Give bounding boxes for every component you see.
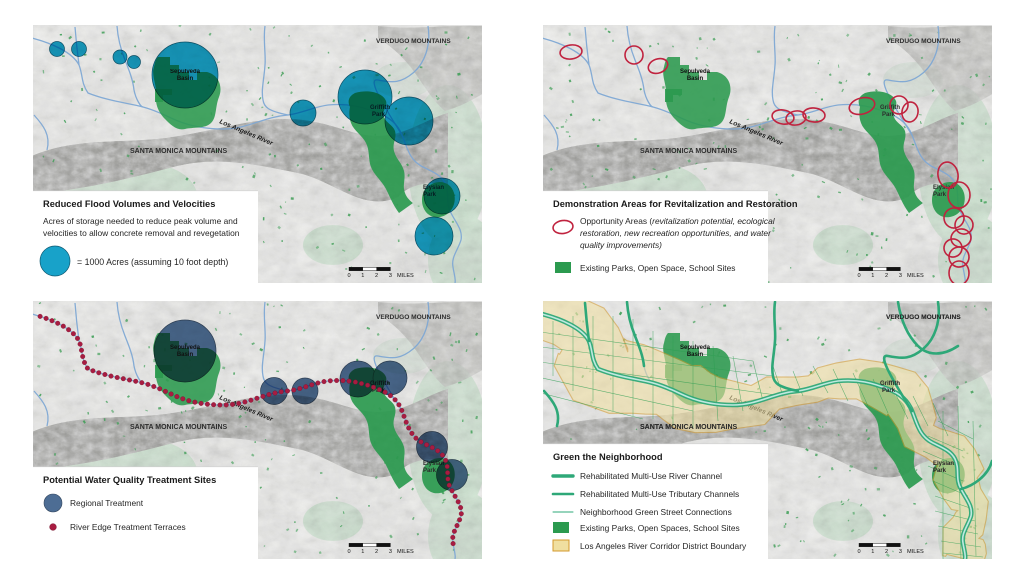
svg-text:River Edge Treatment Terraces: River Edge Treatment Terraces (70, 522, 186, 532)
svg-text:Existing Parks, Open Spaces, S: Existing Parks, Open Spaces, School Site… (580, 523, 740, 533)
svg-text:Neighborhood Green Street Conn: Neighborhood Green Street Connections (580, 507, 732, 517)
svg-text:1: 1 (361, 273, 364, 279)
svg-text:VERDUGO MOUNTAINS: VERDUGO MOUNTAINS (376, 314, 451, 321)
svg-text:VERDUGO MOUNTAINS: VERDUGO MOUNTAINS (376, 38, 451, 45)
svg-text:VERDUGO MOUNTAINS: VERDUGO MOUNTAINS (886, 314, 961, 321)
svg-text:2: 2 (375, 273, 378, 279)
svg-text:Acres of storage needed to red: Acres of storage needed to reduce peak v… (43, 216, 238, 226)
svg-text:Basin: Basin (177, 76, 194, 82)
svg-text:Rehabilitated Multi-Use Tribut: Rehabilitated Multi-Use Tributary Channe… (580, 489, 739, 499)
svg-text:3: 3 (899, 549, 902, 555)
svg-text:3: 3 (389, 273, 392, 279)
svg-text:1: 1 (871, 273, 874, 279)
svg-text:Park: Park (882, 388, 896, 394)
svg-text:1: 1 (361, 549, 364, 555)
svg-text:Potential Water Quality Treatm: Potential Water Quality Treatment Sites (43, 475, 216, 485)
svg-text:Basin: Basin (687, 352, 704, 358)
svg-text:Sepulveda: Sepulveda (680, 69, 711, 75)
svg-text:0: 0 (857, 549, 860, 555)
svg-text:0: 0 (347, 549, 350, 555)
svg-text:Elysian: Elysian (933, 461, 954, 467)
svg-text:1: 1 (871, 549, 874, 555)
svg-text:3: 3 (389, 549, 392, 555)
svg-text:VERDUGO MOUNTAINS: VERDUGO MOUNTAINS (886, 38, 961, 45)
svg-text:MILES: MILES (397, 549, 414, 555)
svg-text:MILES: MILES (907, 273, 924, 279)
svg-text:SANTA MONICA MOUNTAINS: SANTA MONICA MOUNTAINS (130, 424, 228, 431)
svg-text:Sepulveda: Sepulveda (170, 69, 201, 75)
svg-text:2: 2 (885, 273, 888, 279)
svg-text:Reduced Flood Volumes and Velo: Reduced Flood Volumes and Velocities (43, 199, 215, 209)
svg-text:SANTA MONICA MOUNTAINS: SANTA MONICA MOUNTAINS (640, 148, 738, 155)
svg-text:Griffith: Griffith (880, 381, 900, 387)
svg-text:Park: Park (423, 468, 437, 474)
svg-text:Basin: Basin (177, 352, 194, 358)
svg-text:Green the Neighborhood: Green the Neighborhood (553, 452, 663, 462)
svg-text:restoration, new recreation op: restoration, new recreation opportunitie… (580, 228, 772, 238)
svg-text:Demonstration Areas for Revita: Demonstration Areas for Revitalization a… (553, 199, 798, 209)
svg-text:Opportunity Areas (revitalizat: Opportunity Areas (revitalization potent… (580, 216, 776, 226)
svg-text:Los Angeles River Corridor Dis: Los Angeles River Corridor District Boun… (580, 541, 747, 551)
svg-text:3: 3 (899, 273, 902, 279)
svg-text:SANTA MONICA MOUNTAINS: SANTA MONICA MOUNTAINS (640, 424, 738, 431)
svg-text:Existing Parks, Open Space, Sc: Existing Parks, Open Space, School Sites (580, 263, 735, 273)
svg-text:Rehabilitated Multi-Use River: Rehabilitated Multi-Use River Channel (580, 471, 722, 481)
svg-text:2: 2 (375, 549, 378, 555)
svg-text:SANTA MONICA MOUNTAINS: SANTA MONICA MOUNTAINS (130, 148, 228, 155)
svg-text:0: 0 (857, 273, 860, 279)
svg-text:2: 2 (885, 549, 888, 555)
svg-text:Sepulveda: Sepulveda (680, 345, 711, 351)
svg-text:quality improvements): quality improvements) (580, 240, 662, 250)
svg-text:Park: Park (933, 192, 947, 198)
svg-text:0: 0 (347, 273, 350, 279)
svg-text:Regional Treatment: Regional Treatment (70, 498, 144, 508)
svg-text:= 1000 Acres (assuming 10 foot: = 1000 Acres (assuming 10 foot depth) (77, 257, 228, 267)
svg-text:MILES: MILES (397, 273, 414, 279)
svg-text:velocities to allow concrete r: velocities to allow concrete removal and… (43, 228, 240, 238)
svg-text:MILES: MILES (907, 549, 924, 555)
svg-text:Sepulveda: Sepulveda (170, 345, 201, 351)
svg-text:Park: Park (933, 468, 947, 474)
svg-text:Basin: Basin (687, 76, 704, 82)
